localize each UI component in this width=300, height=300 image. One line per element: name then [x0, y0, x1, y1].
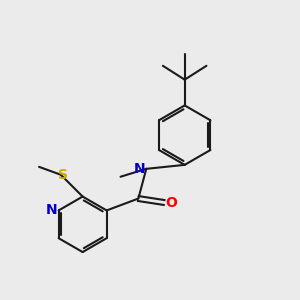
Text: N: N	[134, 162, 145, 176]
Text: N: N	[46, 203, 58, 218]
Text: S: S	[58, 168, 68, 182]
Text: O: O	[165, 196, 177, 209]
